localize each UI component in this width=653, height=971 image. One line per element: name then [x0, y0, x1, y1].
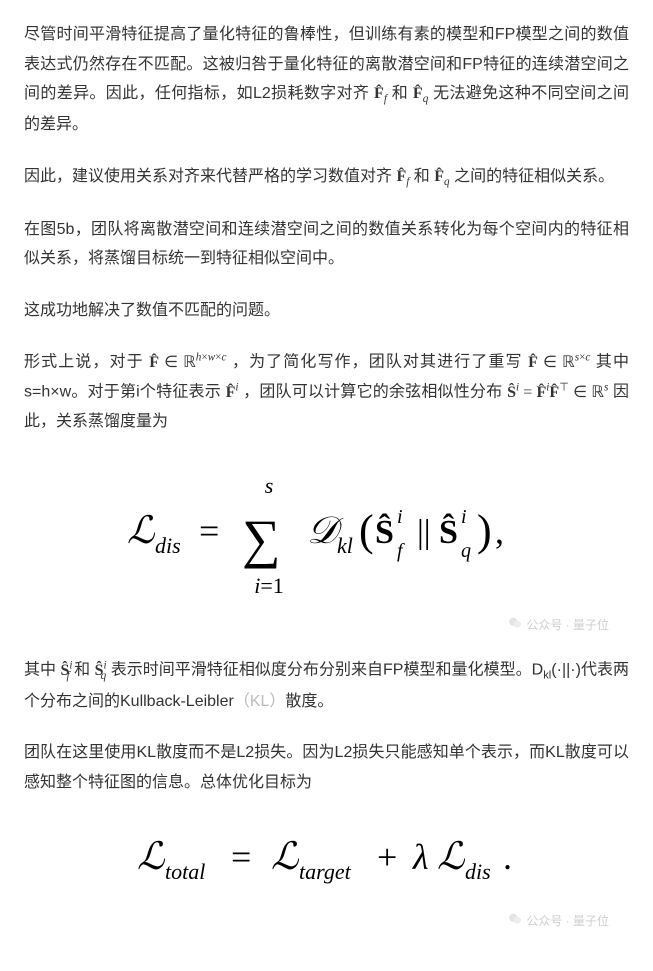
text: ，为了简化写作，团队对其进行了重写	[232, 354, 528, 371]
svg-text:ℒ: ℒ	[137, 836, 166, 878]
text: 和	[74, 662, 95, 679]
math-Ff: F̂f	[374, 85, 387, 102]
svg-text:s: s	[264, 473, 273, 498]
svg-text:): )	[477, 506, 492, 555]
text: 散度。	[285, 693, 333, 710]
watermark: 公众号 · 量子位	[24, 614, 629, 637]
svg-text:i: i	[461, 506, 467, 528]
equation-L-dis: ℒ dis = s ∑ i=1 𝒟 kl ( Ŝ i f || Ŝ i q ) …	[24, 465, 629, 611]
math-Sq: Ŝiq	[95, 662, 107, 679]
svg-text:dis: dis	[155, 533, 181, 558]
svg-text:∑: ∑	[242, 509, 281, 569]
text-kl-gray: （KL）	[234, 693, 286, 710]
paragraph-7: 团队在这里使用KL散度而不是L2损失。因为L2损失只能感知单个表示，而KL散度可…	[24, 738, 629, 797]
paragraph-5: 形式上说，对于 F̂ ∈ ℝh×w×c ，为了简化写作，团队对其进行了重写 F̂…	[24, 347, 629, 436]
svg-text:Ŝ: Ŝ	[375, 513, 394, 551]
watermark-text: 公众号 · 量子位	[526, 618, 609, 632]
text: 因此，建议使用关系对齐来代替严格的学习数值对齐	[24, 168, 396, 185]
svg-text:kl: kl	[337, 533, 353, 558]
svg-text:target: target	[299, 859, 352, 884]
svg-text:.: .	[503, 837, 512, 877]
svg-text:+: +	[377, 837, 397, 877]
paragraph-4: 这成功地解决了数值不匹配的问题。	[24, 296, 629, 326]
svg-text:ℒ: ℒ	[127, 510, 156, 552]
math-Fq: F̂q	[434, 168, 449, 185]
svg-text:=: =	[199, 511, 219, 551]
text: 和	[392, 85, 413, 102]
math-Fq: F̂q	[413, 85, 428, 102]
paragraph-2: 因此，建议使用关系对齐来代替严格的学习数值对齐 F̂f 和 F̂q 之间的特征相…	[24, 162, 629, 193]
paragraph-6: 其中 Ŝif 和 Ŝiq 表示时间平滑特征相似度分布分别来自FP模型和量化模型。…	[24, 655, 629, 716]
svg-text:ℒ: ℒ	[437, 836, 466, 878]
text: 之间的特征相似关系。	[454, 168, 614, 185]
text: 其中	[24, 662, 61, 679]
svg-text:||: ||	[417, 514, 431, 551]
text: 形式上说，对于	[24, 354, 149, 371]
svg-text:ℒ: ℒ	[271, 836, 300, 878]
wechat-icon	[508, 911, 522, 933]
paragraph-1: 尽管时间平滑特征提高了量化特征的鲁棒性，但训练有素的模型和FP模型之间的数值表达…	[24, 20, 629, 140]
wechat-icon	[508, 615, 522, 637]
math-Fi: F̂i	[226, 384, 239, 401]
svg-text:total: total	[165, 859, 205, 884]
svg-text:dis: dis	[465, 859, 491, 884]
math-F-hwc: F̂ ∈ ℝh×w×c	[149, 354, 226, 371]
math-Si: Ŝi = F̂iF̂⊤ ∈ ℝs	[507, 384, 608, 401]
svg-text:i=1: i=1	[254, 573, 284, 598]
math-F-sc: F̂ ∈ ℝs×c	[528, 354, 590, 371]
watermark-text: 公众号 · 量子位	[526, 914, 609, 928]
text: 表示时间平滑特征相似度分布分别来自FP模型和量化模型。D	[111, 662, 544, 679]
svg-text:i: i	[397, 506, 403, 528]
svg-text:,: ,	[495, 511, 504, 551]
watermark: 公众号 · 量子位	[24, 910, 629, 933]
svg-text:=: =	[231, 837, 251, 877]
paragraph-3: 在图5b，团队将离散潜空间和连续潜空间之间的数值关系转化为每个空间内的特征相似关…	[24, 215, 629, 274]
svg-text:q: q	[461, 540, 471, 562]
math-Sf: Ŝif	[61, 662, 70, 679]
text: ，团队可以计算它的余弦相似性分布	[243, 384, 507, 401]
text: 和	[414, 168, 434, 185]
math-Ff: F̂f	[396, 168, 409, 185]
svg-text:λ: λ	[412, 837, 429, 877]
svg-text:f: f	[397, 540, 405, 562]
svg-text:Ŝ: Ŝ	[439, 513, 458, 551]
svg-text:(: (	[359, 506, 374, 555]
equation-L-total: ℒ total = ℒ target + λ ℒ dis .	[24, 825, 629, 906]
